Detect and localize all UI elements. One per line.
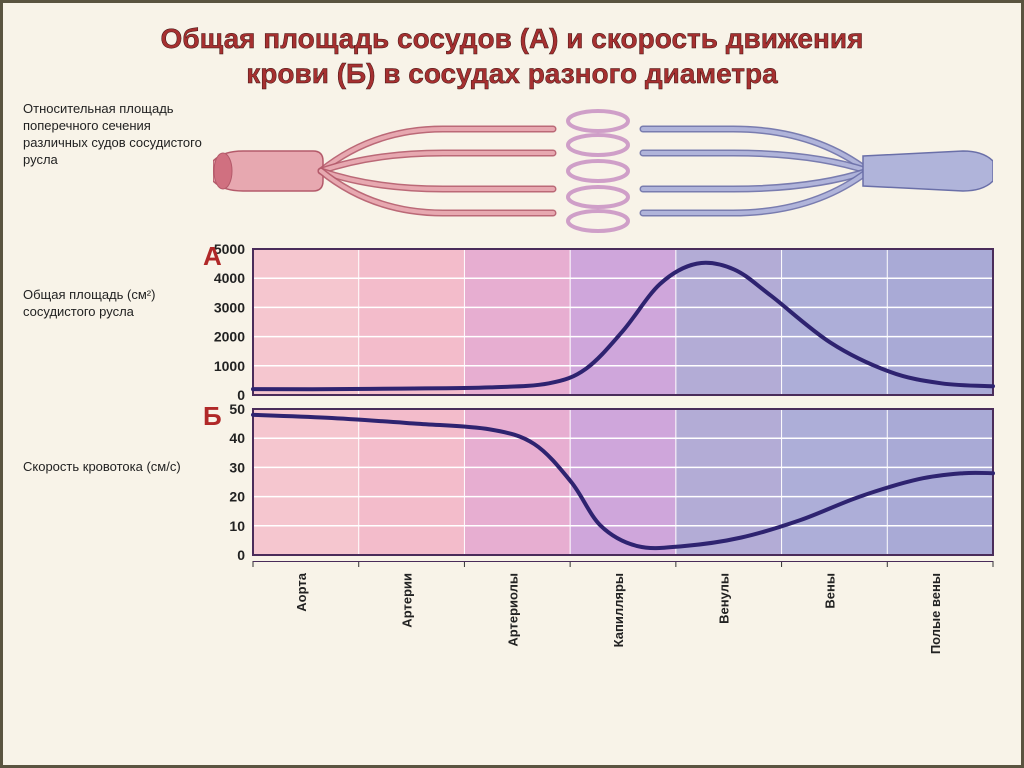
svg-text:Артериолы: Артериолы (505, 573, 520, 647)
svg-text:50: 50 (229, 401, 245, 417)
chart-a: 010002000300040005000 (23, 241, 1007, 401)
chart-b: 0 10 20 30 40 50 (23, 401, 1007, 561)
diagram-label: Относительная площадь поперечного сечени… (23, 101, 203, 169)
svg-text:2000: 2000 (214, 329, 245, 345)
vessel-diagram-row: Относительная площадь поперечного сечени… (23, 101, 1001, 241)
chart-b-letter: Б (203, 401, 222, 432)
svg-text:Аорта: Аорта (294, 572, 309, 611)
svg-text:Капилляры: Капилляры (611, 573, 626, 647)
title-line2: крови (Б) в сосудах разного диаметра (246, 58, 777, 89)
title-line1: Общая площадь сосудов (А) и скорость дви… (161, 23, 864, 54)
svg-text:20: 20 (229, 489, 245, 505)
svg-text:0: 0 (237, 387, 245, 401)
svg-text:Полые вены: Полые вены (928, 573, 943, 654)
chart-a-block: А Общая площадь (см²) сосудистого русла … (23, 241, 1001, 401)
svg-text:40: 40 (229, 430, 245, 446)
svg-text:Вены: Вены (822, 573, 837, 609)
svg-text:1000: 1000 (214, 358, 245, 374)
svg-text:3000: 3000 (214, 299, 245, 315)
svg-text:0: 0 (237, 547, 245, 561)
x-axis-categories: Аорта Артерии Артериолы Капилляры Венулы Вены… (23, 561, 1007, 671)
svg-text:Венулы: Венулы (717, 573, 732, 624)
svg-text:4000: 4000 (214, 270, 245, 286)
chart-b-axis-label: Скорость кровотока (см/с) (23, 459, 193, 476)
chart-b-block: Б Скорость кровотока (см/с) 0 10 20 30 40 50 (23, 401, 1001, 561)
chart-a-axis-label: Общая площадь (см²) сосудистого русла (23, 287, 193, 321)
svg-text:30: 30 (229, 459, 245, 475)
svg-text:10: 10 (229, 518, 245, 534)
vessel-diagram (213, 101, 993, 241)
chart-a-letter: А (203, 241, 222, 272)
page-title: Общая площадь сосудов (А) и скорость дви… (3, 3, 1021, 101)
svg-text:Артерии: Артерии (400, 573, 415, 628)
